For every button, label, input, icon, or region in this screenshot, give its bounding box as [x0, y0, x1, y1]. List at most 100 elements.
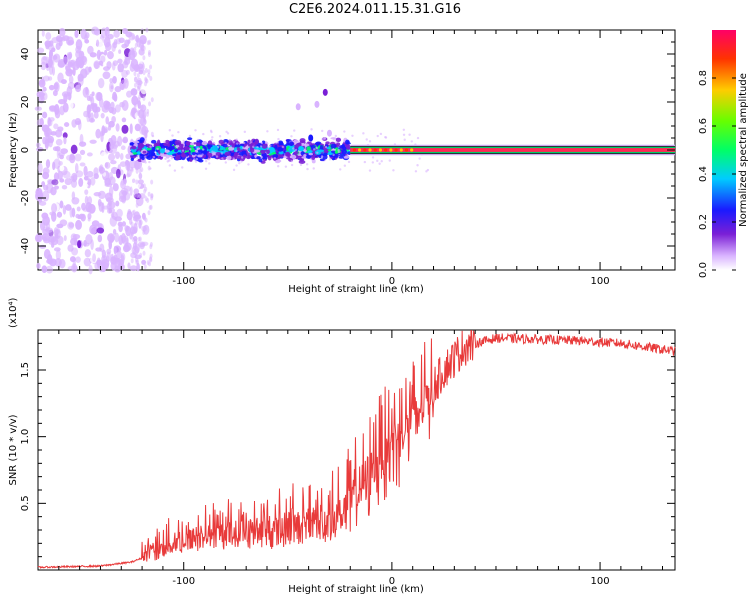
track-faint-dot — [371, 156, 375, 159]
track-faint-dot — [181, 166, 184, 169]
noise-blob — [37, 47, 45, 54]
noise-blob — [114, 216, 123, 222]
track-faint-dot — [302, 143, 305, 146]
noise-blob — [63, 136, 67, 145]
track-faint-dot — [226, 143, 230, 146]
noise-blob — [77, 240, 82, 249]
track-blob — [228, 146, 235, 151]
noise-blob — [119, 153, 124, 161]
noise-blob — [79, 133, 84, 145]
noise-blob — [133, 188, 140, 195]
strong-line-marker — [358, 148, 362, 152]
track-faint-dot — [151, 134, 155, 138]
noise-blob — [92, 253, 96, 262]
noise-blob — [148, 205, 152, 211]
track-faint-dot — [276, 141, 279, 144]
track-faint-dot — [209, 129, 213, 133]
colorbar-tick-label: 0.4 — [698, 166, 709, 182]
track-faint-dot — [378, 162, 381, 165]
noise-blob — [117, 135, 123, 147]
noise-blob — [51, 211, 57, 222]
track-blob — [247, 155, 252, 159]
noise-blob — [133, 76, 138, 83]
noise-blob — [131, 34, 135, 40]
track-faint-dot — [260, 155, 264, 159]
noise-blob — [75, 213, 80, 219]
noise-blob — [146, 198, 150, 204]
track-blob — [172, 153, 177, 157]
y-tick-label: 20 — [20, 96, 31, 109]
noise-blob — [136, 85, 140, 91]
track-faint-dot — [310, 128, 313, 131]
track-faint-dot — [403, 138, 406, 141]
noise-blob — [78, 177, 84, 187]
track-blob — [318, 149, 324, 153]
track-blob — [290, 154, 297, 160]
noise-blob — [91, 26, 99, 35]
noise-blob — [147, 69, 151, 75]
noise-blob — [55, 138, 63, 146]
noise-blob — [91, 220, 100, 227]
noise-blob — [138, 48, 145, 56]
isolated-blob — [322, 88, 328, 96]
track-faint-dot — [201, 148, 205, 151]
noise-blob — [67, 39, 71, 45]
track-blob — [189, 144, 194, 148]
track-faint-dot — [281, 145, 285, 149]
x-tick-label: 100 — [591, 576, 610, 587]
noise-blob — [93, 191, 102, 197]
noise-blob — [41, 265, 48, 273]
noise-blob — [57, 126, 64, 132]
noise-blob — [108, 176, 116, 185]
noise-blob — [87, 196, 93, 205]
noise-blob — [52, 89, 58, 97]
isolated-blob — [308, 134, 314, 142]
track-faint-dot — [416, 136, 420, 140]
noise-blob — [57, 72, 64, 83]
snr-frame — [37, 329, 676, 571]
snr-y-multiplier: (x10⁴) — [8, 297, 19, 328]
noise-blob — [120, 254, 125, 266]
track-blob — [342, 146, 347, 152]
noise-blob — [142, 55, 146, 61]
noise-blob — [131, 178, 136, 184]
track-blob — [187, 137, 193, 141]
track-blob — [136, 151, 141, 155]
noise-blob — [131, 88, 135, 94]
noise-blob — [86, 170, 94, 178]
track-blob — [189, 158, 193, 162]
noise-blob — [137, 63, 144, 70]
track-blob — [218, 139, 224, 144]
noise-blob — [59, 200, 64, 209]
track-faint-dot — [152, 155, 156, 159]
track-faint-dot — [368, 169, 372, 172]
noise-blob — [129, 123, 133, 135]
track-faint-dot — [277, 165, 280, 168]
track-faint-dot — [379, 132, 383, 136]
noise-blob — [45, 32, 52, 41]
noise-blob — [72, 257, 76, 268]
noise-blob — [138, 94, 142, 100]
track-faint-dot — [363, 160, 367, 164]
track-faint-dot — [293, 129, 296, 132]
track-faint-dot — [376, 159, 379, 163]
noise-blob — [83, 257, 92, 267]
track-blob — [164, 149, 170, 153]
noise-blob — [121, 79, 128, 84]
track-faint-dot — [324, 145, 328, 149]
noise-blob — [38, 191, 44, 199]
noise-blob — [41, 30, 45, 37]
noise-blob — [108, 153, 116, 161]
noise-blob — [55, 35, 63, 42]
noise-blob — [134, 123, 141, 132]
colorbar-tick-label: 0.0 — [698, 262, 709, 278]
track-faint-dot — [208, 162, 211, 165]
track-faint-dot — [266, 130, 269, 133]
strong-line-marker — [373, 148, 377, 152]
noise-blob — [122, 136, 129, 144]
noise-blob — [72, 234, 81, 240]
noise-blob — [115, 123, 120, 132]
strong-line-marker — [363, 148, 367, 152]
noise-blob — [131, 237, 135, 243]
track-faint-dot — [306, 167, 309, 171]
